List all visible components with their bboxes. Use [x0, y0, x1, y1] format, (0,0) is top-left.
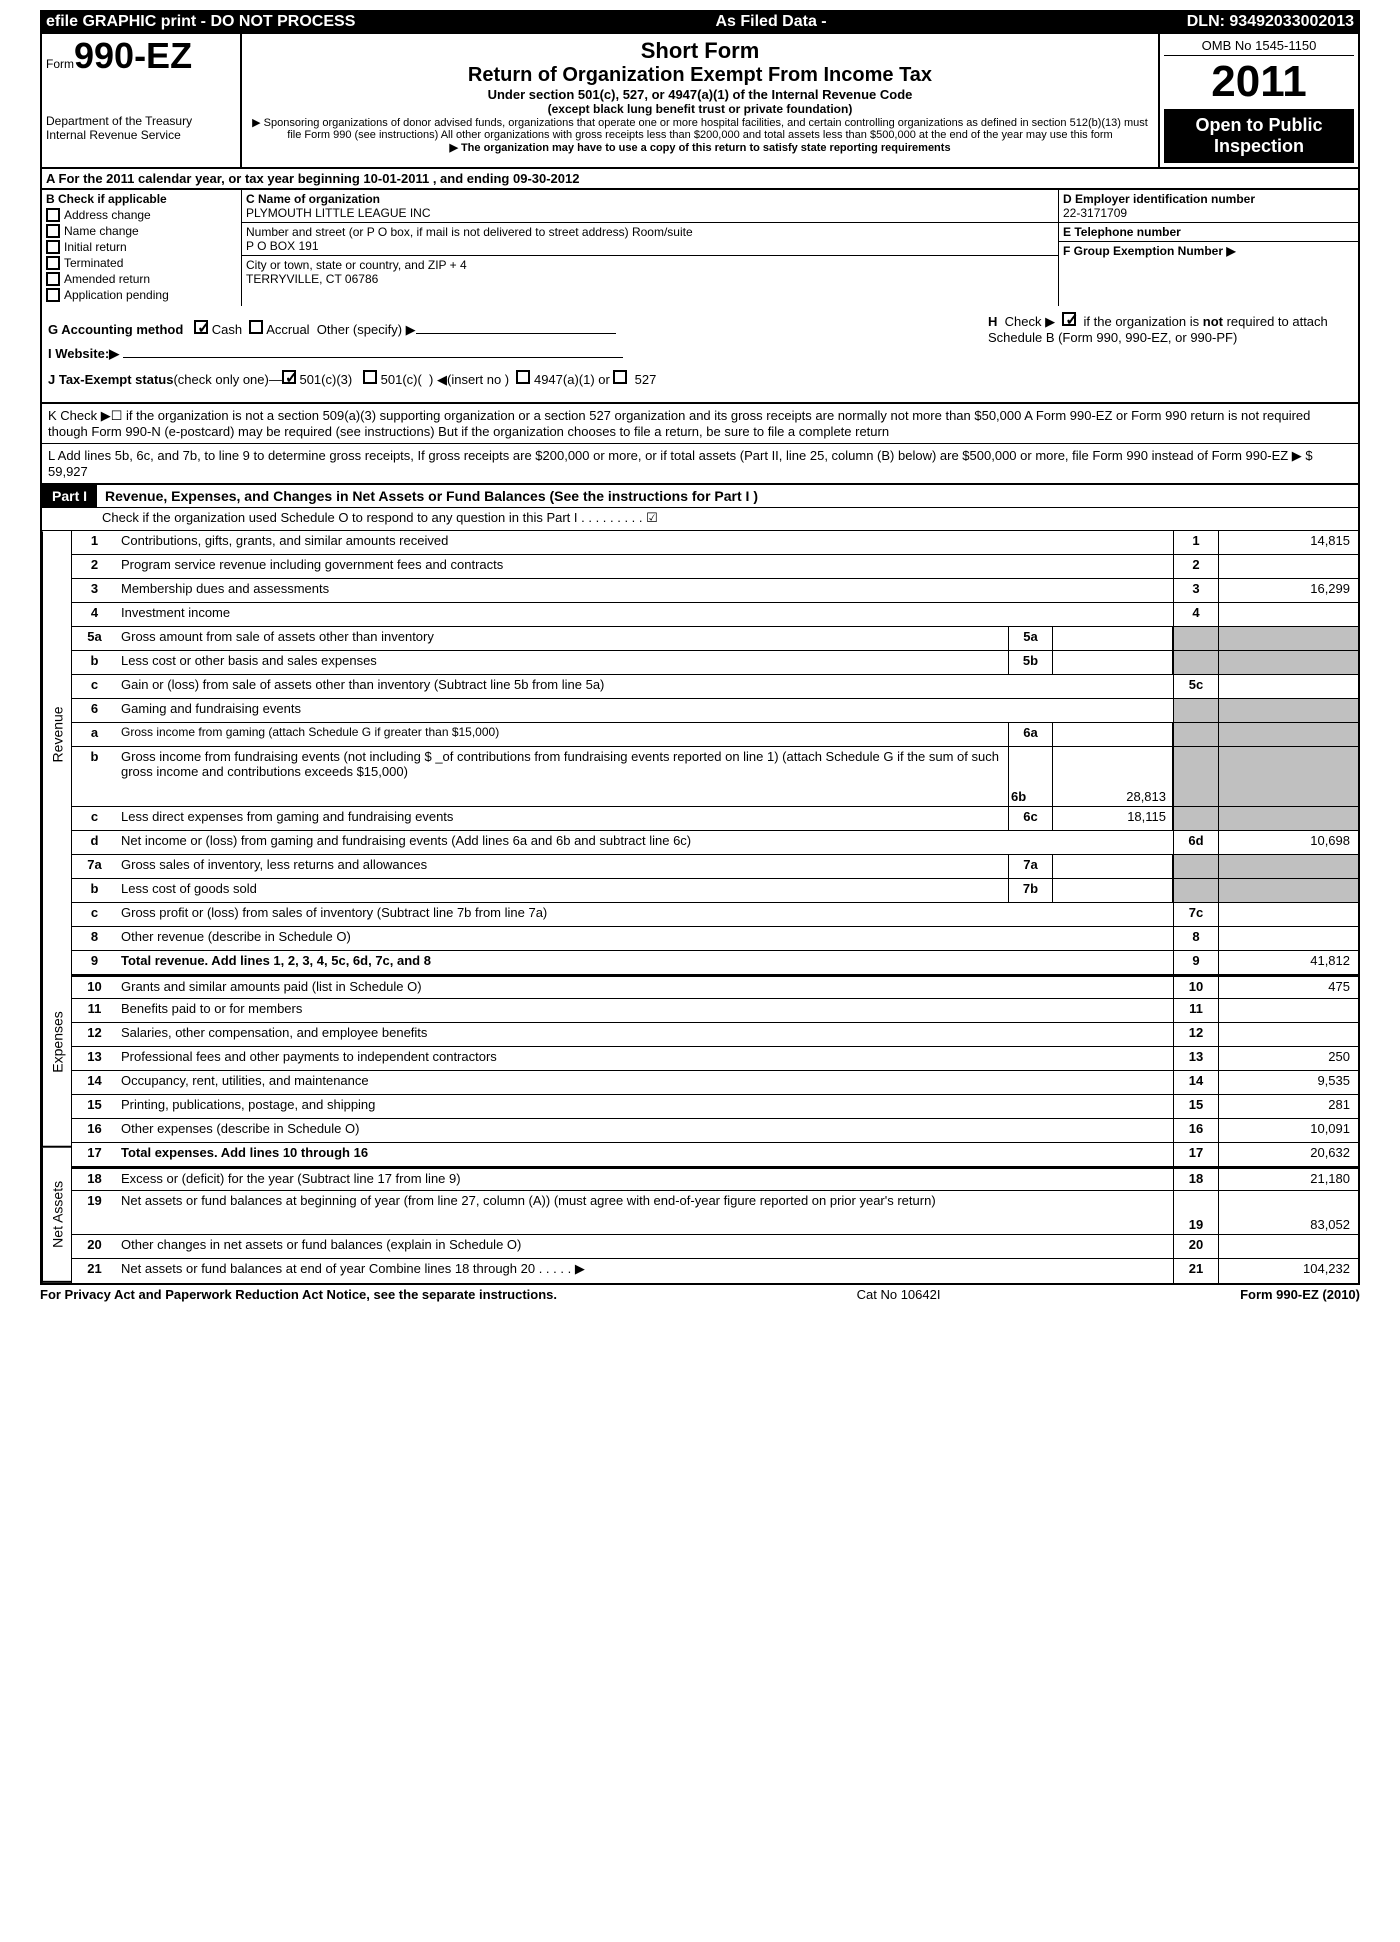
footer: For Privacy Act and Paperwork Reduction … [40, 1285, 1360, 1304]
cb-501c[interactable] [363, 370, 377, 384]
topbar-center: As Filed Data - [715, 13, 826, 31]
line-15: 15 Printing, publications, postage, and … [72, 1095, 1358, 1119]
e-phone: E Telephone number [1059, 223, 1358, 242]
cb-name-change[interactable]: Name change [46, 224, 237, 238]
dept1: Department of the Treasury [46, 114, 236, 128]
cb-cash[interactable] [194, 320, 208, 334]
line-13: 13 Professional fees and other payments … [72, 1047, 1358, 1071]
line-2: 2 Program service revenue including gove… [72, 555, 1358, 579]
footer-left: For Privacy Act and Paperwork Reduction … [40, 1287, 557, 1302]
except: (except black lung benefit trust or priv… [250, 102, 1150, 116]
rows: 1 Contributions, gifts, grants, and simi… [72, 531, 1358, 1283]
line-14: 14 Occupancy, rent, utilities, and maint… [72, 1071, 1358, 1095]
line-12: 12 Salaries, other compensation, and emp… [72, 1023, 1358, 1047]
line-5c: c Gain or (loss) from sale of assets oth… [72, 675, 1358, 699]
tax-year: 2011 [1164, 56, 1354, 109]
cb-application-pending[interactable]: Application pending [46, 288, 237, 302]
line-6d: d Net income or (loss) from gaming and f… [72, 831, 1358, 855]
part1-title: Revenue, Expenses, and Changes in Net As… [97, 488, 758, 504]
cb-schedule-b[interactable] [1062, 312, 1076, 326]
c-name: C Name of organization PLYMOUTH LITTLE L… [242, 190, 1058, 223]
header-center: Short Form Return of Organization Exempt… [242, 34, 1158, 167]
i-website: I Website:▶ [48, 346, 1352, 362]
row-a: A For the 2011 calendar year, or tax yea… [40, 169, 1360, 190]
b-title: B Check if applicable [46, 192, 237, 206]
part1-label: Part I [42, 485, 97, 507]
f-group: F Group Exemption Number ▶ [1059, 242, 1358, 260]
cb-527[interactable] [613, 370, 627, 384]
cb-accrual[interactable] [249, 320, 263, 334]
sponsor-text: ▶ Sponsoring organizations of donor advi… [250, 116, 1150, 141]
line-16: 16 Other expenses (describe in Schedule … [72, 1119, 1358, 1143]
c-city: City or town, state or country, and ZIP … [242, 256, 1058, 288]
omb-number: OMB No 1545-1150 [1164, 38, 1354, 56]
line-6c: c Less direct expenses from gaming and f… [72, 807, 1358, 831]
line-8: 8 Other revenue (describe in Schedule O)… [72, 927, 1358, 951]
col-c: C Name of organization PLYMOUTH LITTLE L… [242, 190, 1058, 306]
cb-address-change[interactable]: Address change [46, 208, 237, 222]
line-5b: b Less cost or other basis and sales exp… [72, 651, 1358, 675]
col-b: B Check if applicable Address change Nam… [42, 190, 242, 306]
cb-initial-return[interactable]: Initial return [46, 240, 237, 254]
side-expenses: Expenses [42, 938, 72, 1148]
side-netassets: Net Assets [42, 1148, 72, 1283]
ghij-block: G Accounting method Cash Accrual Other (… [40, 306, 1360, 404]
line-6: 6 Gaming and fundraising events [72, 699, 1358, 723]
side-revenue: Revenue [42, 531, 72, 938]
line-18: 18 Excess or (deficit) for the year (Sub… [72, 1167, 1358, 1191]
line-20: 20 Other changes in net assets or fund b… [72, 1235, 1358, 1259]
block-bcdef: B Check if applicable Address change Nam… [40, 190, 1360, 306]
col-def: D Employer identification number 22-3171… [1058, 190, 1358, 306]
cb-terminated[interactable]: Terminated [46, 256, 237, 270]
line-21: 21 Net assets or fund balances at end of… [72, 1259, 1358, 1283]
l-block: L Add lines 5b, 6c, and 7b, to line 9 to… [40, 444, 1360, 485]
line-5a: 5a Gross amount from sale of assets othe… [72, 627, 1358, 651]
footer-right: Form 990-EZ (2010) [1240, 1287, 1360, 1302]
h-check: H Check ▶ if the organization is not req… [988, 312, 1348, 345]
main-table: Revenue Expenses Net Assets 1 Contributi… [40, 531, 1360, 1285]
line-7c: c Gross profit or (loss) from sales of i… [72, 903, 1358, 927]
short-form: Short Form [250, 38, 1150, 64]
line-3: 3 Membership dues and assessments 3 16,2… [72, 579, 1358, 603]
satisfy-text: ▶ The organization may have to use a cop… [250, 141, 1150, 154]
k-block: K Check ▶☐ if the organization is not a … [40, 404, 1360, 444]
dept2: Internal Revenue Service [46, 128, 236, 142]
part1-sub: Check if the organization used Schedule … [40, 508, 1360, 531]
footer-center: Cat No 10642I [857, 1287, 941, 1302]
form-990ez: efile GRAPHIC print - DO NOT PROCESS As … [0, 0, 1400, 1314]
topbar-right: DLN: 93492033002013 [1187, 13, 1354, 31]
line-7a: 7a Gross sales of inventory, less return… [72, 855, 1358, 879]
line-6b: b Gross income from fundraising events (… [72, 747, 1358, 807]
d-ein: D Employer identification number 22-3171… [1059, 190, 1358, 223]
line-4: 4 Investment income 4 [72, 603, 1358, 627]
open-public: Open to Public Inspection [1164, 109, 1354, 163]
open-line2: Inspection [1166, 136, 1352, 157]
topbar-left: efile GRAPHIC print - DO NOT PROCESS [46, 13, 355, 31]
c-street: Number and street (or P O box, if mail i… [242, 223, 1058, 256]
cb-4947[interactable] [516, 370, 530, 384]
form-number: 990-EZ [74, 35, 192, 76]
under-section: Under section 501(c), 527, or 4947(a)(1)… [250, 87, 1150, 102]
line-9: 9 Total revenue. Add lines 1, 2, 3, 4, 5… [72, 951, 1358, 975]
header-right: OMB No 1545-1150 2011 Open to Public Ins… [1158, 34, 1358, 167]
line-10: 10 Grants and similar amounts paid (list… [72, 975, 1358, 999]
return-title: Return of Organization Exempt From Incom… [250, 64, 1150, 87]
line-11: 11 Benefits paid to or for members 11 [72, 999, 1358, 1023]
part1-header: Part I Revenue, Expenses, and Changes in… [40, 485, 1360, 508]
line-19: 19 Net assets or fund balances at beginn… [72, 1191, 1358, 1235]
header: Form990-EZ Department of the Treasury In… [40, 34, 1360, 169]
header-left: Form990-EZ Department of the Treasury In… [42, 34, 242, 167]
line-17: 17 Total expenses. Add lines 10 through … [72, 1143, 1358, 1167]
line-7b: b Less cost of goods sold 7b [72, 879, 1358, 903]
cb-amended[interactable]: Amended return [46, 272, 237, 286]
j-tax-exempt: J Tax-Exempt status(check only one)— 501… [48, 370, 1352, 388]
top-bar: efile GRAPHIC print - DO NOT PROCESS As … [40, 10, 1360, 34]
line-6a: a Gross income from gaming (attach Sched… [72, 723, 1358, 747]
cb-501c3[interactable] [282, 370, 296, 384]
open-line1: Open to Public [1166, 115, 1352, 136]
line-1: 1 Contributions, gifts, grants, and simi… [72, 531, 1358, 555]
form-prefix: Form [46, 57, 74, 71]
